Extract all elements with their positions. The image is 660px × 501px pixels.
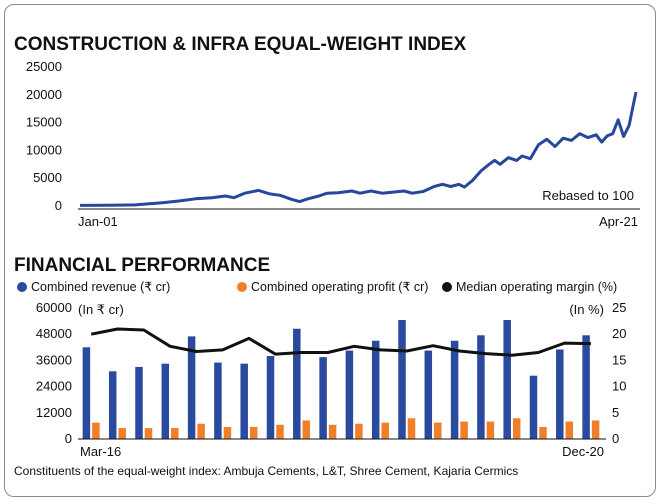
legend-margin-marker — [442, 282, 452, 292]
profit-bar — [434, 422, 442, 439]
left-y-axis: 0 12000 24000 36000 48000 60000 — [36, 300, 72, 446]
financial-chart-title: FINANCIAL PERFORMANCE — [14, 255, 270, 276]
profit-bar — [197, 423, 205, 439]
profit-bar — [249, 426, 258, 439]
revenue-bar — [398, 320, 406, 439]
left-axis-unit: (In ₹ cr) — [78, 302, 124, 317]
revenue-bar — [424, 350, 433, 439]
left-y-tick-label: 24000 — [36, 379, 72, 394]
revenue-bar — [529, 375, 538, 439]
profit-bar — [144, 428, 153, 439]
profit-bar — [302, 420, 311, 439]
right-axis-unit: (In %) — [569, 302, 604, 317]
index-x-label-end: Apr-21 — [599, 214, 638, 229]
profit-bar — [223, 426, 232, 439]
index-y-tick-label: 0 — [55, 198, 62, 213]
index-y-tick-label: 25000 — [26, 59, 62, 74]
revenue-bar — [240, 363, 248, 439]
profit-bar — [486, 421, 495, 439]
profit-bar — [276, 424, 284, 439]
revenue-bar — [187, 336, 196, 439]
revenue-bar — [371, 340, 380, 439]
revenue-bar — [135, 366, 143, 439]
right-y-axis: 0 5 10 15 20 25 — [612, 300, 626, 446]
legend-revenue-label: Combined revenue (₹ cr) — [31, 280, 170, 294]
left-y-tick-label: 48000 — [36, 326, 72, 341]
left-y-tick-label: 60000 — [36, 300, 72, 315]
profit-bar — [407, 418, 416, 439]
revenue-bar — [582, 335, 590, 439]
revenue-bar — [556, 349, 564, 439]
left-y-tick-label: 12000 — [36, 405, 72, 420]
legend: Combined revenue (₹ cr) Combined operati… — [17, 280, 617, 294]
revenue-bar — [161, 363, 170, 439]
legend-margin-label: Median operating margin (%) — [456, 280, 617, 294]
index-chart-title: CONSTRUCTION & INFRA EQUAL-WEIGHT INDEX — [14, 34, 466, 55]
financial-x-label-end: Dec-20 — [562, 444, 604, 459]
legend-profit-label: Combined operating profit (₹ cr) — [251, 280, 428, 294]
left-y-tick-label: 0 — [65, 431, 72, 446]
profit-bar — [328, 424, 337, 439]
revenue-bar — [319, 357, 327, 439]
revenue-bar — [108, 371, 117, 439]
right-y-tick-label: 0 — [612, 431, 619, 446]
right-y-tick-label: 25 — [612, 300, 626, 315]
profit-bar — [355, 423, 363, 439]
profit-bar — [460, 421, 468, 439]
profit-bar — [92, 422, 100, 439]
rebased-annotation: Rebased to 100 — [542, 188, 634, 203]
legend-revenue-marker — [17, 282, 27, 292]
revenue-bar — [450, 340, 459, 439]
index-y-tick-label: 5000 — [33, 170, 62, 185]
profit-bar — [512, 418, 521, 439]
financial-x-label-start: Mar-16 — [80, 444, 121, 459]
margin-series-line — [90, 327, 591, 357]
left-y-tick-label: 36000 — [36, 352, 72, 367]
right-y-tick-label: 15 — [612, 352, 626, 367]
revenue-bar — [345, 350, 354, 439]
revenue-bar — [266, 356, 275, 439]
index-x-label-start: Jan-01 — [78, 214, 118, 229]
revenue-bar — [503, 320, 511, 439]
footnote: Constituents of the equal-weight index: … — [14, 464, 518, 478]
bars-group — [82, 320, 600, 439]
right-y-tick-label: 10 — [612, 379, 626, 394]
index-y-tick-label: 15000 — [26, 115, 62, 130]
profit-bar — [171, 428, 179, 439]
profit-bar — [565, 421, 574, 439]
profit-bar — [381, 422, 389, 439]
index-y-tick-label: 20000 — [26, 87, 62, 102]
right-y-tick-label: 5 — [612, 405, 619, 420]
index-y-tick-label: 10000 — [26, 142, 62, 157]
revenue-bar — [214, 362, 222, 439]
profit-bar — [118, 428, 126, 439]
revenue-bar — [293, 328, 301, 439]
legend-profit-marker — [237, 282, 247, 292]
index-y-axis: 0 5000 10000 15000 20000 25000 — [26, 59, 62, 213]
profit-bar — [539, 426, 547, 439]
revenue-bar — [477, 335, 485, 439]
profit-bar — [591, 420, 600, 439]
right-y-tick-label: 20 — [612, 326, 626, 341]
revenue-bar — [82, 347, 91, 439]
index-series-line — [79, 91, 638, 207]
